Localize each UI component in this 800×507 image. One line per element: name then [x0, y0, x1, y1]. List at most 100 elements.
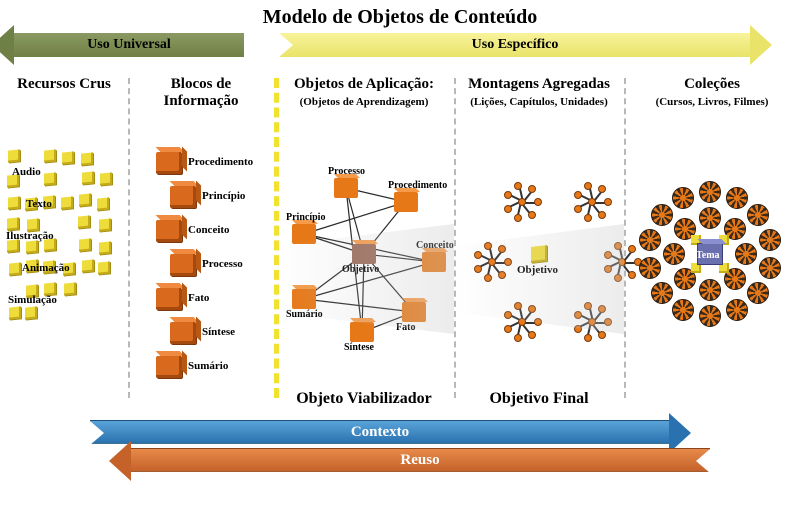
- col5-header-text: Coleções: [684, 76, 740, 92]
- resource-cube: [61, 196, 73, 209]
- col2-header: Blocos de Informação: [128, 74, 274, 126]
- collection-rosette: [639, 257, 661, 279]
- resource-cube: [82, 172, 94, 185]
- arrow-right-label: Uso Específico: [472, 37, 559, 53]
- columns: Recursos Crus Audio Texto Ilustração Animaç…: [0, 74, 800, 414]
- collection-rosette: [726, 187, 748, 209]
- resource-cube: [99, 218, 111, 231]
- collection-rosette: [699, 279, 721, 301]
- network-center-node: [352, 244, 376, 264]
- network-node-label: Fato: [396, 322, 415, 333]
- resource-cube: [62, 151, 74, 164]
- col4-header: Montagens Agregadas (Lições, Capítulos, …: [454, 74, 624, 126]
- info-block-cube: [170, 254, 196, 276]
- collection-rosette: [651, 282, 673, 304]
- objective-cube: [531, 245, 547, 263]
- top-arrows: Uso Universal Uso Específico: [0, 33, 800, 71]
- collection-rosette: [672, 299, 694, 321]
- resource-cube: [82, 259, 94, 272]
- network-node: [292, 289, 316, 309]
- collection-rosette: [699, 207, 721, 229]
- aggregate-wheel: [474, 244, 510, 280]
- collection-rosette: [759, 229, 781, 251]
- network-node: [350, 322, 374, 342]
- resource-cube: [81, 152, 93, 165]
- network-node-label: Princípio: [286, 212, 325, 223]
- resource-cube: [9, 262, 21, 275]
- info-block-label: Princípio: [202, 190, 245, 202]
- collection-rosette: [747, 204, 769, 226]
- col5-header: Coleções (Cursos, Livros, Filmes): [624, 74, 800, 126]
- info-block-cube: [170, 322, 196, 344]
- col-objetos-aplicacao: Objetos de Aplicação: (Objetos de Aprend…: [274, 74, 454, 414]
- info-block-label: Procedimento: [188, 156, 253, 168]
- resource-label: Texto: [26, 198, 52, 210]
- info-block-label: Fato: [188, 292, 209, 304]
- collection-rosette: [699, 181, 721, 203]
- resource-cube: [79, 238, 91, 251]
- collection-rosette: [663, 243, 685, 265]
- info-block-label: Conceito: [188, 224, 230, 236]
- aggregate-wheel: [504, 304, 540, 340]
- col4-footer: Objetivo Final: [454, 390, 624, 408]
- col4-sub: (Lições, Capítulos, Unidades): [470, 96, 608, 108]
- col3-footer: Objeto Viabilizador: [274, 390, 454, 408]
- network-center-label: Objetivo: [342, 264, 379, 275]
- resource-label: Audio: [12, 166, 41, 178]
- network-node: [394, 192, 418, 212]
- col4-header-text: Montagens Agregadas: [468, 76, 610, 92]
- resource-cube: [99, 241, 111, 254]
- info-block-label: Sumário: [188, 360, 228, 372]
- arrow-reuso: Reuso: [130, 448, 710, 472]
- arrow-uso-especifico: Uso Específico: [280, 33, 750, 57]
- bottom-arrows: Contexto Reuso: [90, 420, 710, 490]
- network-node-label: Sumário: [286, 309, 323, 320]
- col-montagens-agregadas: Montagens Agregadas (Lições, Capítulos, …: [454, 74, 624, 414]
- collection-rosette: [735, 243, 757, 265]
- network-node-label: Procedimento: [388, 180, 447, 191]
- arrow-reuso-label: Reuso: [400, 452, 439, 469]
- network-node-label: Conceito: [416, 240, 454, 251]
- collection-rosette: [651, 204, 673, 226]
- col-recursos-crus: Recursos Crus Audio Texto Ilustração Animaç…: [0, 74, 128, 414]
- resource-label: Ilustração: [6, 230, 54, 242]
- info-block-label: Síntese: [202, 326, 235, 338]
- col3-header-text: Objetos de Aplicação:: [294, 76, 434, 92]
- resource-cube: [98, 261, 110, 274]
- resource-cube: [25, 307, 37, 320]
- col3-header: Objetos de Aplicação: (Objetos de Aprend…: [274, 74, 454, 126]
- col-blocos-informacao: Blocos de Informação Procedimento Princíp…: [128, 74, 274, 414]
- info-block-cube: [156, 356, 182, 378]
- resource-cube: [9, 306, 21, 319]
- resource-cube: [64, 282, 76, 295]
- col3-sub: (Objetos de Aprendizagem): [300, 96, 429, 108]
- network-node: [422, 252, 446, 272]
- resource-label: Animação: [22, 262, 70, 274]
- info-block-cube: [156, 220, 182, 242]
- aggregate-wheel: [574, 304, 610, 340]
- resource-cube: [97, 197, 109, 210]
- network-node-label: Síntese: [344, 342, 374, 353]
- tema-label: Tema: [696, 250, 720, 261]
- collection-rosette: [672, 187, 694, 209]
- collection-rosette: [699, 305, 721, 327]
- col-colecoes: Coleções (Cursos, Livros, Filmes) Tema: [624, 74, 800, 414]
- arrow-left-label: Uso Universal: [87, 37, 171, 53]
- arrow-contexto: Contexto: [90, 420, 670, 444]
- arrow-contexto-label: Contexto: [351, 424, 409, 441]
- col1-header: Recursos Crus: [0, 74, 128, 126]
- network-node-label: Processo: [328, 166, 365, 177]
- collection-rosette: [747, 282, 769, 304]
- network-node: [402, 302, 426, 322]
- col5-sub: (Cursos, Livros, Filmes): [656, 96, 769, 108]
- resource-cube: [79, 194, 91, 207]
- resource-label: Simulação: [8, 294, 57, 306]
- info-block-cube: [170, 186, 196, 208]
- resource-cube: [100, 172, 112, 185]
- collection-rosette: [726, 299, 748, 321]
- resource-cube: [44, 172, 56, 185]
- collection-rosette: [759, 257, 781, 279]
- info-block-label: Processo: [202, 258, 243, 270]
- aggregate-wheel: [504, 184, 540, 220]
- objective-label: Objetivo: [517, 264, 558, 276]
